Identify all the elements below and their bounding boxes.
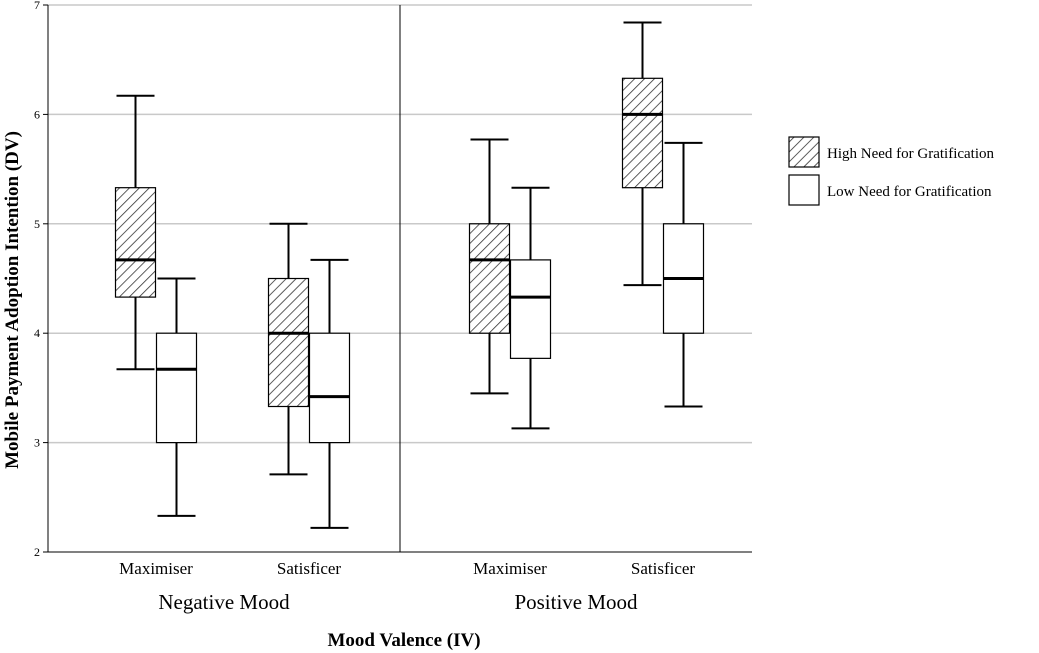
box-positive-mood-satisficer-high [621,21,664,287]
box-positive-mood-maximiser-high-iqr [468,223,511,334]
box-negative-mood-maximiser-low-iqr [155,332,198,444]
box-negative-mood-satisficer-low [308,258,351,529]
box-negative-mood-maximiser-high-iqr [114,187,157,298]
y-tick-label: 3 [34,436,40,450]
category-label: Maximiser [119,559,193,578]
legend-swatch-high [788,136,820,168]
legend-swatch-low [788,174,820,206]
category-label: Maximiser [473,559,547,578]
y-tick-label: 5 [34,217,40,231]
box-positive-mood-maximiser-high [468,138,511,395]
category-label: Satisficer [277,559,342,578]
y-tick-label: 6 [34,107,40,121]
box-negative-mood-maximiser-high [114,94,157,371]
box-negative-mood-satisficer-high-iqr [267,277,310,408]
y-tick-label: 2 [34,545,40,559]
panel-label: Positive Mood [514,590,638,614]
category-label: Satisficer [631,559,696,578]
x-axis-title: Mood Valence (IV) [327,630,480,651]
box-positive-mood-maximiser-low [509,186,552,430]
box-negative-mood-satisficer-low-iqr [308,332,351,444]
panel-label: Negative Mood [158,590,290,614]
box-positive-mood-maximiser-low-iqr [509,259,552,359]
y-axis-title: Mobile Payment Adoption Intention (DV) [2,131,23,469]
legend-label: High Need for Gratification [827,146,995,162]
box-positive-mood-satisficer-high-iqr [621,77,664,189]
legend-label: Low Need for Gratification [827,184,992,200]
box-negative-mood-satisficer-high [267,222,310,476]
box-positive-mood-satisficer-low [662,141,705,408]
y-tick-label: 4 [34,326,40,340]
y-tick-label: 7 [34,0,40,12]
box-negative-mood-maximiser-low [155,277,198,517]
